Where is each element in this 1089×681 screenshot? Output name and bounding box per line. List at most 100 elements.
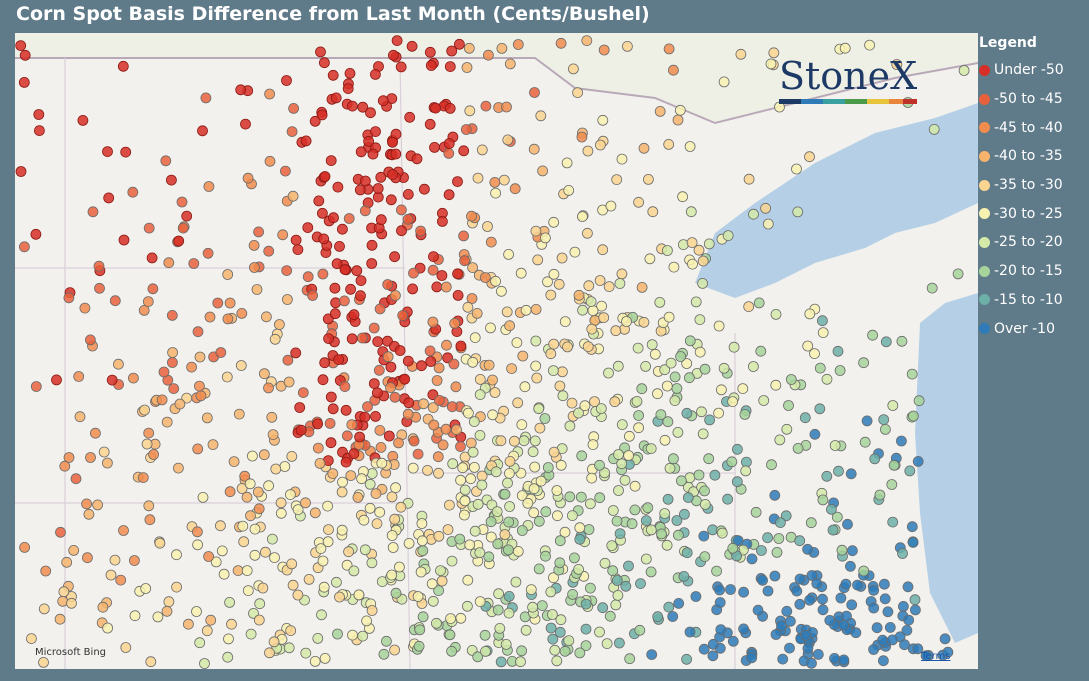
site-marker[interactable]: [879, 578, 890, 590]
site-marker[interactable]: [82, 552, 93, 564]
site-marker[interactable]: [652, 611, 664, 623]
site-marker[interactable]: [540, 232, 551, 244]
site-marker[interactable]: [356, 332, 368, 344]
site-marker[interactable]: [223, 633, 234, 645]
site-marker[interactable]: [194, 351, 206, 363]
site-marker[interactable]: [246, 450, 258, 462]
site-marker[interactable]: [597, 602, 609, 614]
site-marker[interactable]: [417, 611, 429, 623]
site-marker[interactable]: [469, 332, 481, 344]
site-marker[interactable]: [451, 424, 462, 436]
site-marker[interactable]: [317, 555, 329, 567]
site-marker[interactable]: [248, 239, 260, 251]
site-marker[interactable]: [610, 599, 622, 611]
site-marker[interactable]: [762, 218, 774, 230]
site-marker[interactable]: [559, 645, 571, 657]
site-marker[interactable]: [874, 489, 886, 501]
site-marker[interactable]: [494, 623, 506, 634]
site-marker[interactable]: [768, 47, 780, 59]
site-marker[interactable]: [413, 640, 425, 652]
site-marker[interactable]: [282, 354, 294, 366]
site-marker[interactable]: [245, 628, 257, 640]
site-marker[interactable]: [158, 366, 170, 378]
site-marker[interactable]: [817, 593, 828, 605]
site-marker[interactable]: [598, 44, 610, 56]
site-marker[interactable]: [554, 535, 566, 547]
site-marker[interactable]: [253, 614, 265, 626]
site-marker[interactable]: [215, 347, 227, 358]
site-marker[interactable]: [663, 311, 675, 323]
site-marker[interactable]: [416, 518, 428, 529]
site-marker[interactable]: [315, 46, 326, 58]
site-marker[interactable]: [573, 564, 584, 575]
site-marker[interactable]: [444, 103, 456, 114]
site-marker[interactable]: [509, 183, 521, 195]
site-marker[interactable]: [735, 48, 747, 60]
site-marker[interactable]: [424, 46, 436, 58]
site-marker[interactable]: [366, 239, 378, 251]
site-marker[interactable]: [201, 412, 213, 424]
site-marker[interactable]: [287, 579, 299, 591]
site-marker[interactable]: [63, 292, 75, 304]
site-marker[interactable]: [253, 226, 265, 238]
site-marker[interactable]: [533, 403, 545, 415]
site-marker[interactable]: [238, 536, 250, 548]
site-marker[interactable]: [145, 656, 157, 668]
site-marker[interactable]: [450, 381, 462, 393]
site-marker[interactable]: [551, 485, 563, 496]
site-marker[interactable]: [569, 552, 580, 564]
site-marker[interactable]: [548, 216, 560, 228]
site-marker[interactable]: [780, 510, 792, 522]
site-marker[interactable]: [186, 361, 198, 373]
site-marker[interactable]: [548, 268, 560, 280]
site-marker[interactable]: [564, 420, 576, 432]
site-marker[interactable]: [340, 456, 352, 468]
site-marker[interactable]: [773, 533, 785, 544]
site-marker[interactable]: [645, 524, 657, 536]
site-marker[interactable]: [218, 568, 230, 580]
site-marker[interactable]: [197, 125, 208, 137]
site-marker[interactable]: [891, 59, 903, 70]
site-marker[interactable]: [824, 615, 836, 626]
legend-item[interactable]: -50 to -45: [979, 85, 1064, 114]
site-marker[interactable]: [115, 574, 127, 586]
site-marker[interactable]: [471, 307, 483, 319]
site-marker[interactable]: [322, 536, 334, 548]
site-marker[interactable]: [547, 609, 558, 620]
site-marker[interactable]: [192, 326, 204, 338]
site-marker[interactable]: [654, 106, 666, 117]
site-marker[interactable]: [582, 227, 593, 239]
site-marker[interactable]: [203, 181, 215, 192]
site-marker[interactable]: [460, 124, 472, 135]
site-marker[interactable]: [440, 423, 452, 435]
site-marker[interactable]: [87, 206, 99, 218]
site-marker[interactable]: [684, 372, 695, 384]
site-marker[interactable]: [422, 464, 433, 476]
site-marker[interactable]: [390, 148, 402, 160]
site-marker[interactable]: [92, 499, 103, 511]
site-marker[interactable]: [163, 257, 175, 269]
site-marker[interactable]: [483, 359, 495, 371]
site-marker[interactable]: [585, 296, 597, 308]
site-marker[interactable]: [102, 457, 113, 469]
site-marker[interactable]: [412, 448, 424, 460]
site-marker[interactable]: [166, 309, 178, 321]
site-marker[interactable]: [264, 647, 275, 659]
site-marker[interactable]: [520, 624, 532, 636]
site-marker[interactable]: [372, 183, 384, 194]
site-marker[interactable]: [859, 436, 871, 448]
site-marker[interactable]: [142, 296, 154, 308]
site-marker[interactable]: [531, 372, 543, 384]
site-marker[interactable]: [659, 364, 671, 376]
site-marker[interactable]: [492, 538, 504, 550]
site-marker[interactable]: [887, 516, 899, 528]
site-marker[interactable]: [313, 195, 325, 207]
site-marker[interactable]: [167, 347, 179, 358]
terms-link[interactable]: Terms: [920, 651, 950, 662]
site-marker[interactable]: [407, 462, 419, 474]
site-marker[interactable]: [233, 408, 245, 420]
site-marker[interactable]: [553, 278, 565, 290]
site-marker[interactable]: [309, 656, 321, 667]
site-marker[interactable]: [483, 551, 495, 563]
site-marker[interactable]: [631, 395, 643, 407]
